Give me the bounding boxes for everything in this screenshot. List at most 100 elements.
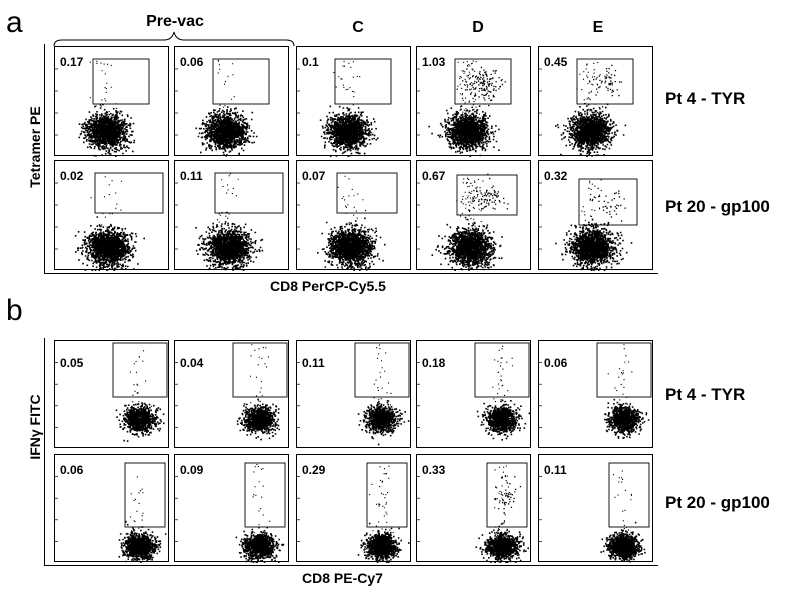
scatter-dots	[297, 342, 410, 446]
scatter-dots	[417, 58, 512, 157]
gate-box	[214, 172, 284, 214]
gate-box	[212, 58, 270, 105]
gate-percentage: 0.05	[60, 356, 84, 370]
gate-box	[576, 58, 634, 105]
gate-percentage: 0.18	[422, 356, 446, 370]
event-cloud	[195, 173, 264, 271]
panel-b-y-axis-label: IFNγ FITC	[27, 394, 43, 460]
gate-box	[596, 342, 652, 398]
gate-box	[454, 58, 512, 105]
event-cloud	[235, 464, 285, 563]
event-cloud	[319, 60, 379, 157]
event-cloud	[604, 344, 650, 439]
scatter-dots	[175, 172, 284, 271]
panel-a-plot-r1-c3: 0.1	[296, 46, 411, 157]
panel-a-plot-r2-c4: 0.67	[416, 160, 531, 271]
gate-box	[92, 58, 150, 105]
gate-percentage: 0.67	[422, 169, 446, 183]
panel-a-plot-r2-c5: 0.32	[538, 160, 653, 271]
event-cloud	[115, 350, 165, 442]
panel-b-plot-r2-c2: 0.09	[174, 454, 289, 563]
gate-percentage: 0.06	[180, 55, 204, 69]
scatter-dots	[539, 58, 634, 157]
scatter-dots	[55, 58, 150, 157]
column-d-label: D	[472, 19, 484, 36]
scatter-dots	[417, 173, 518, 271]
gate-box	[112, 342, 168, 398]
gate-percentage: 0.11	[302, 356, 325, 370]
scatter-dots	[175, 462, 286, 563]
gate-percentage: 0.17	[60, 55, 84, 69]
panel-a-y-axis-label: Tetramer PE	[27, 106, 43, 188]
panel-b-row2-label: Pt 20 - gp100	[665, 493, 770, 512]
scatter-dots	[175, 58, 270, 157]
scatter-dots	[55, 462, 167, 563]
gate-percentage: 0.07	[302, 169, 326, 183]
column-c-label: C	[352, 19, 364, 36]
gate-percentage: 0.09	[180, 463, 204, 477]
gate-box	[354, 342, 410, 398]
pre-vac-label: Pre-vac	[146, 13, 204, 30]
panel-a-plot-r2-c3: 0.07	[296, 160, 411, 271]
gate-box	[486, 462, 528, 528]
scatter-dots	[539, 462, 650, 563]
scatter-dots	[175, 342, 288, 441]
panel-b-x-axis-label: CD8 PE-Cy7	[302, 570, 383, 586]
event-cloud	[317, 175, 386, 271]
event-cloud	[195, 59, 258, 157]
event-cloud	[476, 345, 531, 441]
scatter-dots	[297, 462, 410, 563]
event-cloud	[118, 476, 167, 563]
event-cloud	[357, 465, 410, 563]
scatter-dots	[297, 172, 398, 271]
gate-box	[608, 462, 650, 528]
panel-a-plot-r1-c2: 0.06	[174, 46, 289, 157]
event-cloud	[431, 173, 509, 271]
scatter-dots	[417, 342, 531, 441]
event-cloud	[475, 465, 529, 563]
scatter-dots	[297, 58, 392, 157]
panel-b-plot-r2-c1: 0.06	[54, 454, 169, 563]
event-cloud	[236, 344, 280, 441]
panel-b-plot-r1-c1: 0.05	[54, 340, 169, 448]
gate-percentage: 0.11	[180, 169, 203, 183]
event-cloud	[357, 344, 410, 446]
event-cloud	[74, 176, 145, 271]
event-cloud	[555, 179, 633, 271]
pre-vac-brace	[53, 31, 295, 47]
scatter-dots	[55, 172, 164, 271]
gate-box	[334, 58, 392, 105]
gate-box	[94, 172, 164, 214]
gate-percentage: 0.06	[544, 356, 568, 370]
panel-a-plot-r1-c4: 1.03	[416, 46, 531, 157]
column-e-label: E	[592, 19, 604, 36]
gate-box	[336, 172, 398, 214]
panel-a-plot-r2-c1: 0.02	[54, 160, 169, 271]
panel-b-letter: b	[6, 294, 23, 327]
gate-percentage: 1.03	[422, 55, 446, 69]
gate-percentage: 0.04	[180, 356, 204, 370]
panel-a-row2-label: Pt 20 - gp100	[665, 197, 770, 216]
panel-b-plot-r1-c3: 0.11	[296, 340, 411, 448]
scatter-dots	[539, 178, 638, 271]
panel-a-x-axis-label: CD8 PerCP-Cy5.5	[270, 278, 386, 294]
panel-b-y-axis-line	[44, 338, 45, 566]
gate-box	[456, 174, 518, 216]
gate-box	[124, 462, 166, 528]
panel-a-row1-label: Pt 4 - TYR	[665, 89, 746, 108]
gate-box	[578, 178, 638, 226]
panel-a-letter: a	[6, 6, 23, 39]
event-cloud	[428, 60, 506, 157]
panel-b-plot-r2-c4: 0.33	[416, 454, 531, 563]
gate-percentage: 0.06	[60, 463, 84, 477]
panel-a-plot-r1-c1: 0.17	[54, 46, 169, 157]
panel-a-x-axis-line	[44, 273, 658, 274]
panel-b-plot-r1-c2: 0.04	[174, 340, 289, 448]
gate-percentage: 0.29	[302, 463, 326, 477]
gate-box	[366, 462, 408, 528]
gate-percentage: 0.32	[544, 169, 568, 183]
panel-b-plot-r2-c3: 0.29	[296, 454, 411, 563]
panel-a-y-axis-line	[44, 44, 45, 274]
gate-percentage: 0.33	[422, 463, 446, 477]
gate-box	[244, 462, 286, 528]
